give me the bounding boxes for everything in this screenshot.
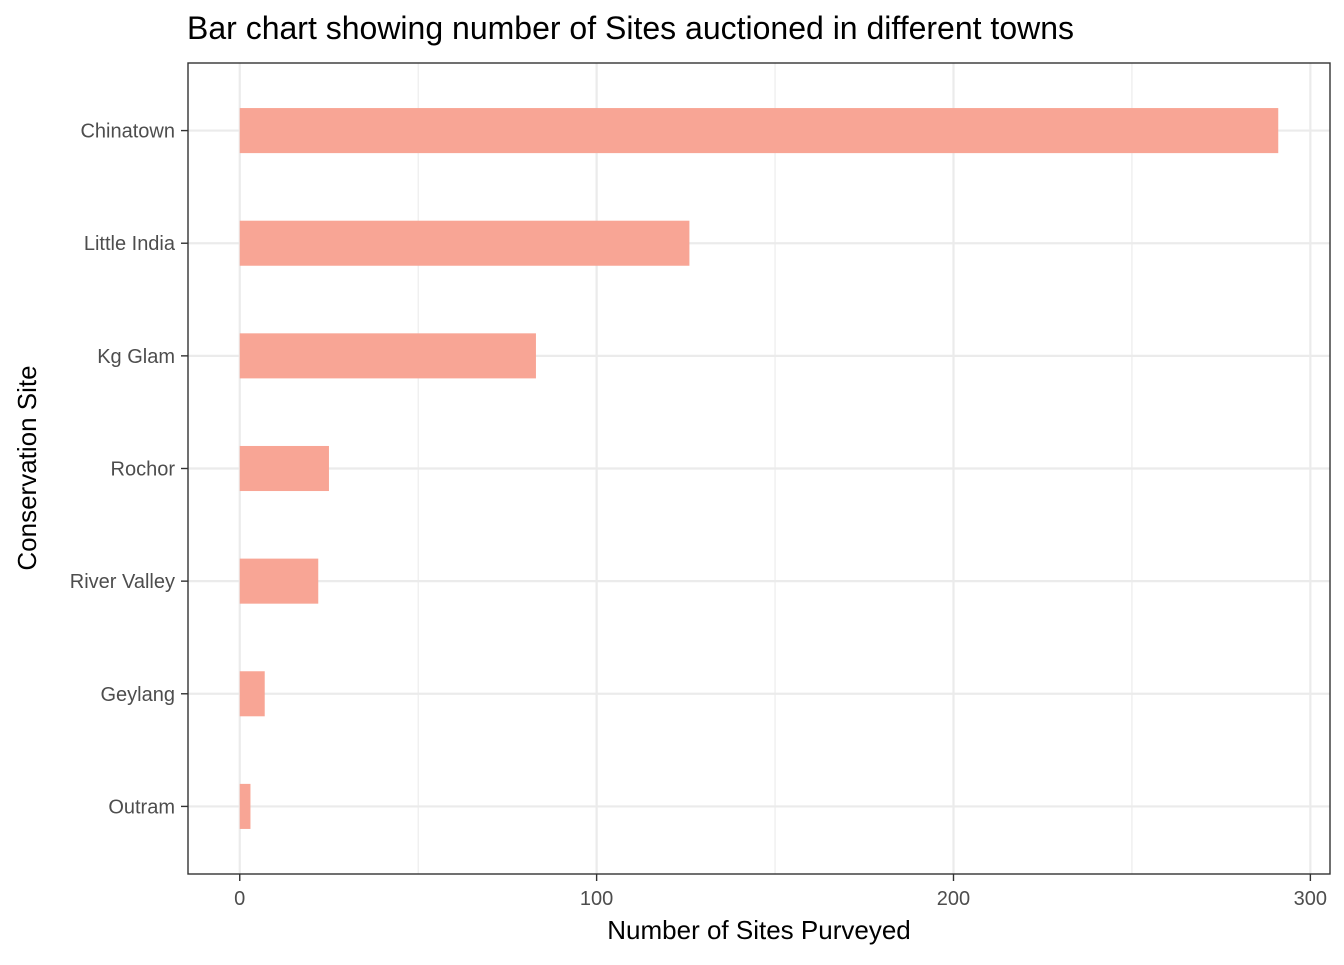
y-tick-label: Little India [84, 233, 176, 255]
chart-title: Bar chart showing number of Sites auctio… [187, 10, 1074, 46]
x-tick-label: 200 [937, 888, 970, 910]
y-axis: Chinatown Little India Kg Glam Rochor River … [70, 121, 188, 818]
bar [239, 220, 690, 266]
x-tick-label: 0 [234, 888, 245, 910]
y-axis-title: Conservation Site [12, 365, 42, 570]
bar [239, 445, 329, 492]
bar [239, 333, 536, 379]
x-tick-label: 100 [580, 888, 613, 910]
bar [239, 108, 1279, 154]
y-tick-label: Chinatown [80, 121, 175, 143]
grid [188, 63, 1330, 874]
x-axis-title: Number of Sites Purveyed [607, 915, 910, 945]
y-tick-label: Geylang [101, 684, 176, 706]
y-tick-label: Rochor [111, 459, 176, 481]
y-tick-label: Outram [108, 796, 175, 818]
y-tick-label: Kg Glam [97, 346, 175, 368]
bar [239, 783, 251, 829]
bars [239, 108, 1279, 829]
x-tick-label: 300 [1294, 888, 1327, 910]
bar [239, 671, 265, 717]
bar [239, 558, 319, 604]
y-tick-label: River Valley [70, 571, 175, 593]
x-axis: 0 100 200 300 [234, 874, 1327, 910]
